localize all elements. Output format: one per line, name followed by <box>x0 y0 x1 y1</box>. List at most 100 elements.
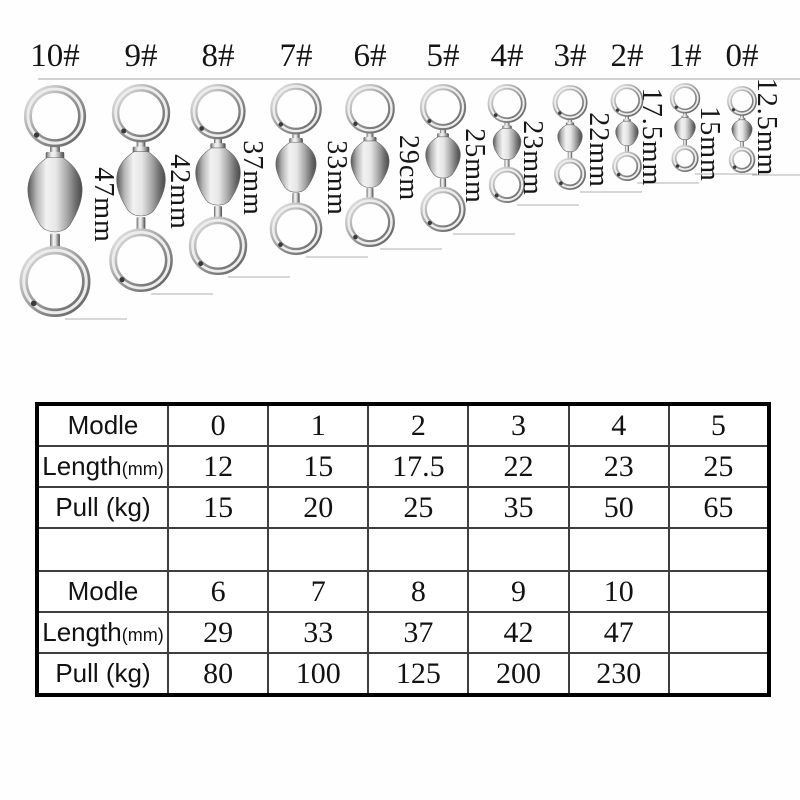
length-label: 47mm <box>88 167 119 243</box>
ring-gap <box>353 121 358 127</box>
value-cell: 29 <box>166 611 270 654</box>
swivel-barrel <box>615 120 639 147</box>
value-cell: 80 <box>166 652 270 696</box>
length-label: 12.5mm <box>751 77 782 177</box>
ring-gap <box>427 220 433 226</box>
length-label: 23mm <box>517 120 548 196</box>
value-cell: 33 <box>267 611 370 654</box>
ring-highlight <box>673 146 697 171</box>
value-cell: 65 <box>667 486 771 529</box>
swivel-neck <box>624 144 630 154</box>
swivel-neck <box>439 178 447 189</box>
value-cell: 9 <box>467 570 570 613</box>
value-cell <box>667 611 771 654</box>
ring-highlight <box>22 248 88 315</box>
swivel <box>487 83 527 203</box>
ring-highlight <box>671 84 699 112</box>
ring-gap <box>733 165 737 169</box>
ring-gap <box>675 164 680 168</box>
ring-highlight <box>421 86 465 129</box>
length-label: 33mm <box>321 140 352 216</box>
length-label: 29cm <box>393 134 424 202</box>
ring-highlight <box>271 204 321 253</box>
ring-gap <box>427 118 432 124</box>
ring-gap <box>278 122 284 127</box>
ring-highlight <box>347 86 393 132</box>
spacer-cell <box>36 527 169 572</box>
size-number-label: 3# <box>553 38 587 74</box>
swivel-barrel <box>674 117 696 140</box>
swivel <box>669 83 701 172</box>
swivel-barrel <box>275 141 317 193</box>
value-cell: 4 <box>567 403 670 447</box>
table-row: Length(mm) 12 15 17.5 22 23 25 <box>36 445 771 488</box>
value-cell: 23 <box>567 445 670 488</box>
value-cell: 42 <box>467 611 570 654</box>
ring-highlight <box>192 86 244 137</box>
spacer-cell <box>166 527 270 572</box>
spacer-cell <box>267 527 370 572</box>
length-label: 25mm <box>459 128 490 204</box>
size-number-label: 0# <box>725 38 759 74</box>
swivel-barrel <box>492 127 522 161</box>
size-number-label: 4# <box>490 38 524 74</box>
swivel <box>19 85 91 318</box>
size-number-label: 1# <box>668 38 702 74</box>
ring-gap <box>615 108 620 112</box>
size-number-label: 2# <box>610 38 644 74</box>
row-header-cell: Length(mm) <box>36 445 169 488</box>
swivel-barrel <box>195 147 241 206</box>
ring-gap <box>33 132 40 138</box>
swivel-neck <box>50 233 60 249</box>
ring-highlight <box>728 87 756 115</box>
size-number-label: 6# <box>353 38 387 74</box>
swivel-neck <box>292 192 300 205</box>
length-label: 17.5mm <box>636 87 667 187</box>
swivel <box>345 83 395 248</box>
ring-highlight <box>272 85 320 133</box>
value-cell <box>667 652 771 696</box>
value-cell: 37 <box>367 611 470 654</box>
row-header-cell: Length(mm) <box>36 611 169 654</box>
spacer-cell <box>667 527 771 572</box>
swivel-barrel <box>557 124 583 153</box>
swivel <box>269 82 323 256</box>
value-cell: 50 <box>567 486 670 529</box>
swivel-neck <box>567 151 573 160</box>
value-cell: 17.5 <box>367 445 470 488</box>
row-header-cell: Pull (kg) <box>36 652 169 696</box>
spec-table: Modle 0 1 2 3 4 5 Length(mm) 12 15 17.5 22 23 25 Pull … <box>35 402 771 697</box>
ring-highlight <box>489 85 525 122</box>
value-cell: 25 <box>667 445 771 488</box>
row-header-cell: Pull (kg) <box>36 486 169 529</box>
value-cell: 125 <box>367 652 470 696</box>
ring-gap <box>30 300 37 307</box>
table-row: Pull (kg) 80 100 125 200 230 <box>36 652 771 696</box>
value-cell: 0 <box>166 403 270 447</box>
swivel <box>727 86 757 173</box>
value-cell: 15 <box>166 486 270 529</box>
swivel-neck <box>504 159 510 169</box>
swivel-neck <box>683 138 687 147</box>
swivel-barrel <box>116 151 166 217</box>
spacer-cell <box>367 527 470 572</box>
value-cell: 230 <box>567 652 670 696</box>
value-cell: 47 <box>567 611 670 654</box>
ring-gap <box>353 234 358 240</box>
ring-gap <box>119 277 125 283</box>
ring-highlight <box>555 159 585 189</box>
size-number-label: 7# <box>279 38 313 74</box>
swivel-photo <box>19 78 800 320</box>
value-cell: 12 <box>166 445 270 488</box>
swivel <box>109 83 173 292</box>
ring-gap <box>558 111 562 115</box>
ring-gap <box>494 193 499 198</box>
table-row: Length(mm) 29 33 37 42 47 <box>36 611 771 654</box>
row-header-cell: Modle <box>36 403 169 447</box>
ring-gap <box>121 128 127 134</box>
size-number-label: 10# <box>30 38 80 74</box>
table-row: Pull (kg) 15 20 25 35 50 65 <box>36 486 771 529</box>
ring-highlight <box>191 218 245 273</box>
ring-gap <box>493 113 498 117</box>
